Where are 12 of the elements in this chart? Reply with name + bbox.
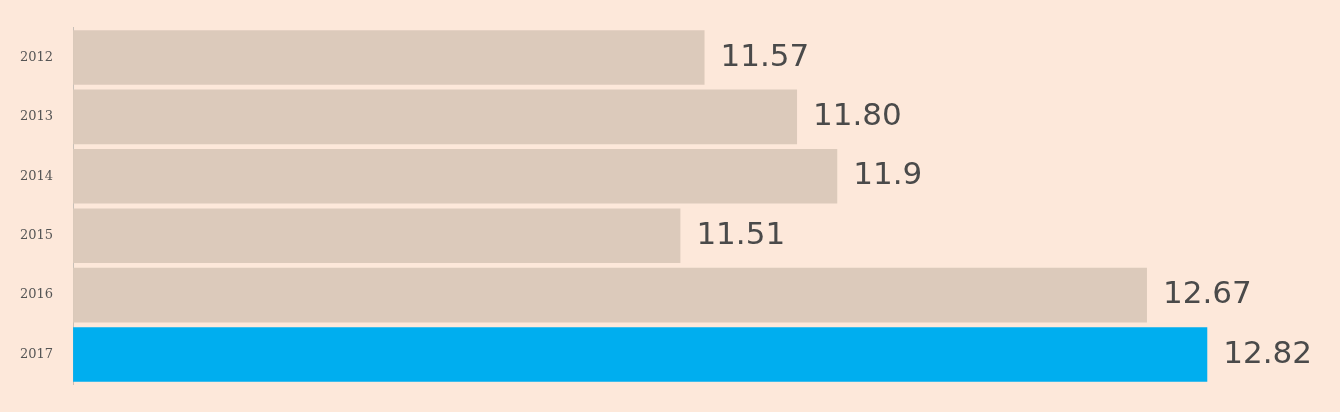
y-tick-label: 2014 (19, 167, 54, 183)
y-tick-label: 2017 (19, 345, 54, 361)
data-label: 11.57 (720, 36, 810, 73)
data-label: 11.80 (813, 95, 902, 132)
y-tick-label: 2015 (19, 227, 54, 243)
data-label: 11.9 (853, 155, 923, 192)
data-label: 12.67 (1162, 274, 1252, 311)
data-label: 12.82 (1223, 333, 1313, 370)
y-tick-label: 2013 (19, 108, 54, 124)
y-tick-label: 2016 (19, 286, 54, 302)
y-tick-label: 2012 (19, 48, 54, 64)
data-label: 11.51 (696, 214, 786, 251)
